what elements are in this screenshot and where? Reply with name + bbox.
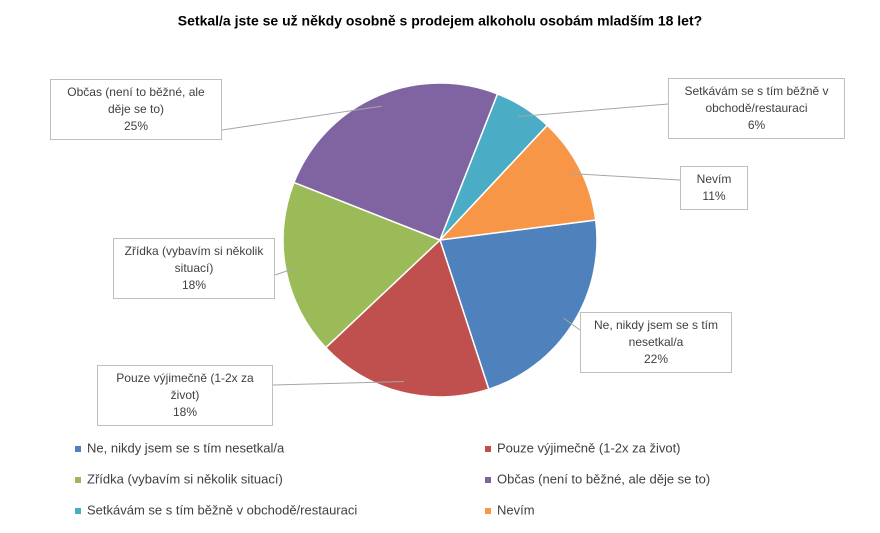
legend-swatch	[485, 508, 491, 514]
callout-category: Zřídka (vybavím si několik situací)	[124, 244, 264, 275]
pie-slice	[292, 82, 499, 241]
callout-value: 22%	[643, 352, 669, 366]
callout-category: Občas (není to běžné, ale děje se to)	[67, 85, 205, 116]
pie-slice	[439, 219, 598, 391]
legend-label: Setkávám se s tím běžně v obchodě/restau…	[87, 502, 357, 517]
legend-swatch	[485, 477, 491, 483]
callout-category: Ne, nikdy jsem se s tím nesetkal/a	[593, 318, 719, 349]
callout-category: Nevím	[696, 172, 732, 186]
data-callout: Nevím 11%	[680, 166, 748, 210]
callout-value: 6%	[747, 118, 766, 132]
callout-category: Pouze výjimečně (1-2x za život)	[116, 371, 254, 402]
legend-swatch	[485, 446, 491, 452]
leader-line	[569, 172, 681, 181]
leader-line	[274, 267, 297, 276]
leader-line	[221, 105, 382, 131]
pie-slice	[438, 124, 597, 242]
legend-swatch	[75, 446, 81, 452]
legend-swatch	[75, 477, 81, 483]
callout-value: 25%	[123, 119, 149, 133]
legend-label: Zřídka (vybavím si několik situací)	[87, 471, 283, 486]
leader-line	[517, 103, 669, 118]
leader-line	[563, 317, 581, 331]
data-callout: Setkávám se s tím běžně v obchodě/restau…	[668, 78, 845, 139]
pie-slice	[282, 181, 442, 349]
callout-category: Setkávám se s tím běžně v obchodě/restau…	[684, 84, 829, 115]
legend-label: Občas (není to běžné, ale děje se to)	[497, 471, 710, 486]
legend-swatch	[75, 508, 81, 514]
data-callout: Občas (není to běžné, ale děje se to) 25%	[50, 79, 222, 140]
data-callout: Zřídka (vybavím si několik situací) 18%	[113, 238, 275, 299]
callout-value: 11%	[702, 189, 726, 203]
chart-title: Setkal/a jste se už někdy osobně s prode…	[178, 13, 702, 29]
data-callout: Ne, nikdy jsem se s tím nesetkal/a 22%	[580, 312, 732, 373]
legend-label: Pouze výjimečně (1-2x za život)	[497, 440, 681, 455]
legend-label: Nevím	[497, 502, 535, 517]
data-callout: Pouze výjimečně (1-2x za život) 18%	[97, 365, 273, 426]
legend-label: Ne, nikdy jsem se s tím nesetkal/a	[87, 440, 285, 455]
callout-value: 18%	[181, 278, 207, 292]
leader-line	[272, 380, 404, 386]
pie-slice	[324, 238, 490, 398]
callout-value: 18%	[172, 405, 198, 419]
